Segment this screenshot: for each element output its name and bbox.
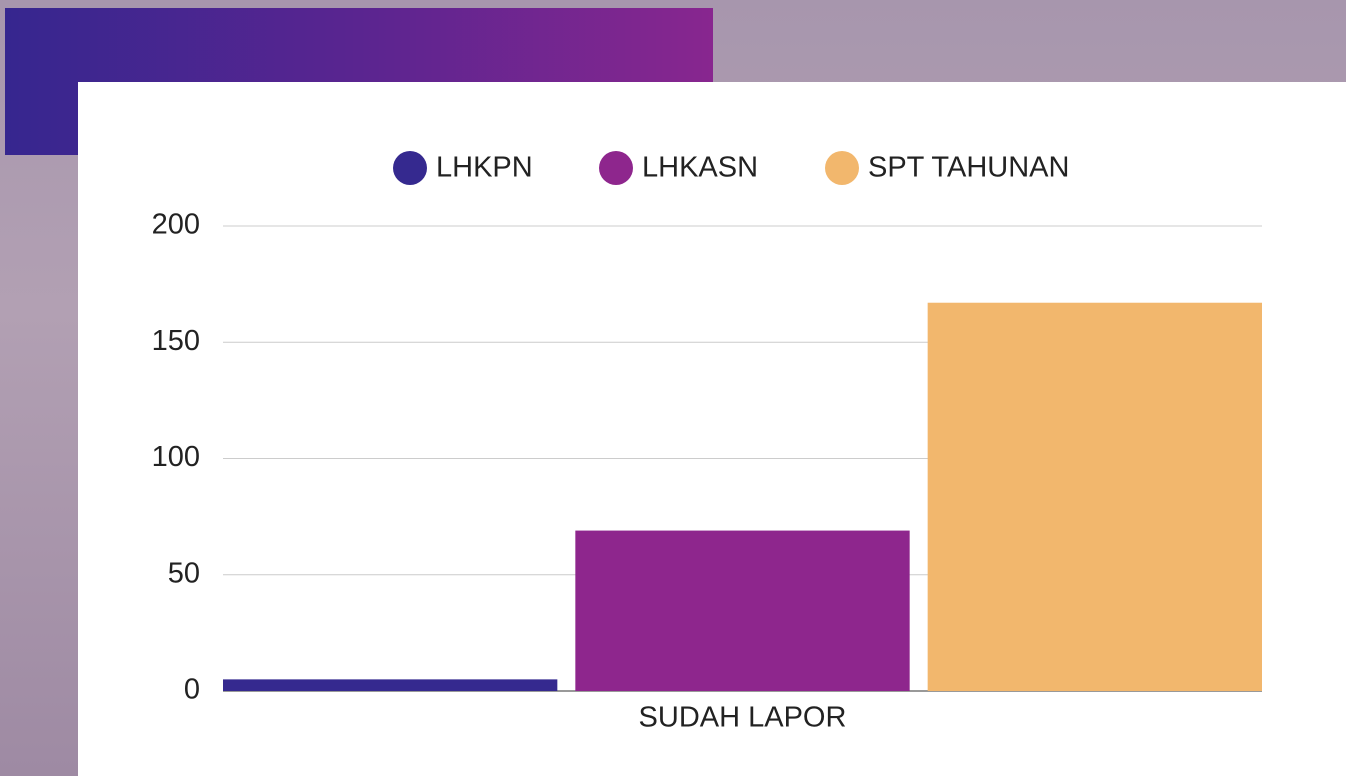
chart: 0 50 100 150 200 LHKPN LHKASN SPT TAHUNAN SUDAH … <box>0 0 1346 776</box>
legend-swatch <box>393 151 427 185</box>
legend-label: LHKASN <box>642 152 758 184</box>
bar <box>575 531 909 691</box>
legend-label: LHKPN <box>436 152 533 184</box>
page: 0 50 100 150 200 LHKPN LHKASN SPT TAHUNAN SUDAH … <box>0 0 1346 776</box>
y-tick-label: 0 <box>184 674 200 706</box>
y-tick-label: 50 <box>168 557 200 589</box>
x-tick-label: SUDAH LAPOR <box>639 702 847 734</box>
legend-swatch <box>825 151 859 185</box>
y-tick-label: 100 <box>152 441 200 473</box>
legend-label: SPT TAHUNAN <box>868 152 1069 184</box>
y-tick-label: 150 <box>152 325 200 357</box>
bar <box>223 679 557 691</box>
bar <box>928 303 1262 691</box>
legend-swatch <box>599 151 633 185</box>
y-tick-label: 200 <box>152 209 200 241</box>
